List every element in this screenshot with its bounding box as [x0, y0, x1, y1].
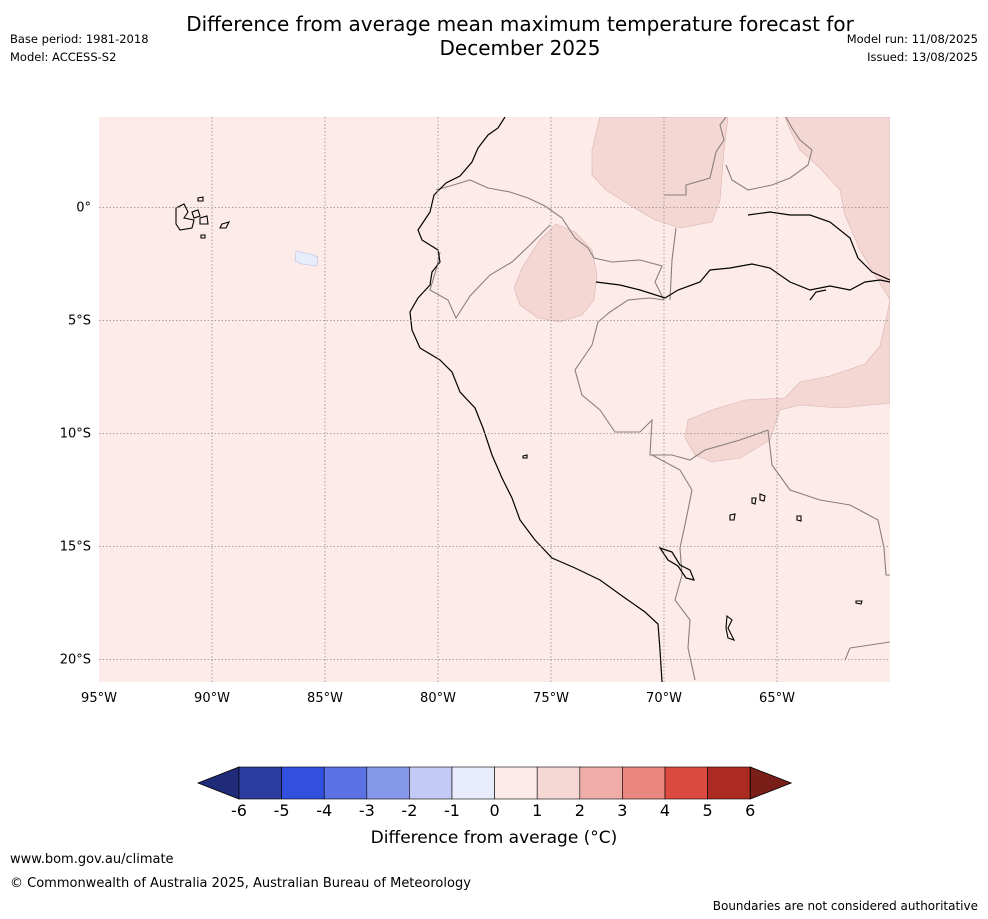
colorbar-segment: [707, 766, 751, 800]
colorbar-segment: [281, 766, 325, 800]
longitude-labels: 95°W 90°W 85°W 80°W 75°W 70°W 65°W: [81, 691, 795, 706]
lat-tick-label: 10°S: [60, 426, 91, 441]
title-line-2: December 2025: [439, 36, 601, 60]
colorbar-tick-label: -4: [316, 801, 332, 820]
colorbar-segment: [323, 766, 368, 800]
colorbar-tick-label: 2: [575, 801, 585, 820]
colorbar-segment: [494, 766, 538, 800]
anomaly-patch-central: [513, 223, 598, 323]
colorbar-tick-label: -6: [231, 801, 247, 820]
latitude-labels: 0° 5°S 10°S 15°S 20°S: [60, 200, 91, 667]
anomaly-patch-south: [684, 299, 890, 463]
colorbar-tick-label: -1: [444, 801, 460, 820]
colorbar-segment: [451, 766, 495, 800]
colorbar-segment: [536, 766, 581, 800]
lon-tick-label: 95°W: [81, 691, 117, 706]
colorbar-tick-label: 4: [660, 801, 670, 820]
colorbar-tick-label: -2: [401, 801, 417, 820]
metadata-right: Model run: 11/08/2025 Issued: 13/08/2025: [847, 32, 978, 68]
colorbar-over-arrow: [749, 766, 793, 800]
lat-tick-label: 0°: [76, 200, 91, 215]
colorbar-tick-label: 5: [703, 801, 713, 820]
lake-islands: [522, 454, 863, 641]
boundary-disclaimer: Boundaries are not considered authoritat…: [712, 899, 978, 913]
lon-tick-label: 85°W: [307, 691, 343, 706]
colorbar-segment: [664, 766, 708, 800]
copyright-notice: © Commonwealth of Australia 2025, Austra…: [10, 876, 471, 891]
lat-tick-label: 15°S: [60, 539, 91, 554]
colorbar-label: Difference from average (°C): [370, 828, 618, 848]
colorbar-tick-label: -5: [274, 801, 290, 820]
galapagos-islands: [175, 196, 231, 239]
base-period: Base period: 1981-2018: [10, 32, 149, 46]
website-url: www.bom.gov.au/climate: [10, 852, 174, 867]
lon-tick-label: 75°W: [533, 691, 569, 706]
lon-tick-label: 70°W: [646, 691, 682, 706]
issued-date: Issued: 13/08/2025: [867, 50, 978, 64]
colorbar-ticks: -6 -5 -4 -3 -2 -1 0 1 2 3 4 5 6: [231, 801, 755, 820]
lon-tick-label: 90°W: [194, 691, 230, 706]
colorbar-segment: [409, 766, 453, 800]
map-layers: [175, 117, 890, 682]
colorbar-segment: [366, 766, 410, 800]
anomaly-patch-cool: [294, 250, 319, 267]
colorbar-segment: [579, 766, 623, 800]
colorbar-tick-label: 1: [532, 801, 542, 820]
lon-tick-label: 80°W: [420, 691, 456, 706]
metadata-left: Base period: 1981-2018 Model: ACCESS-S2: [10, 32, 149, 68]
colorbar-tick-label: 3: [617, 801, 627, 820]
chart-title: Difference from average mean maximum tem…: [120, 12, 920, 60]
colorbar-tick-label: 6: [745, 801, 755, 820]
title-line-1: Difference from average mean maximum tem…: [186, 12, 854, 36]
model-name: Model: ACCESS-S2: [10, 50, 117, 64]
anomaly-patch-northeast: [784, 117, 890, 301]
lat-tick-label: 20°S: [60, 652, 91, 667]
anomaly-patch-north: [591, 117, 729, 229]
graticule: [99, 117, 890, 682]
country-borders: [429, 117, 890, 681]
colorbar: [196, 766, 793, 800]
colorbar-tick-label: -3: [359, 801, 375, 820]
model-run: Model run: 11/08/2025: [846, 32, 978, 46]
colorbar-segment: [622, 766, 666, 800]
colorbar-segment: [238, 766, 282, 800]
colorbar-under-arrow: [196, 766, 240, 800]
lon-tick-label: 65°W: [759, 691, 795, 706]
lat-tick-label: 5°S: [68, 313, 91, 328]
colorbar-tick-label: 0: [490, 801, 500, 820]
